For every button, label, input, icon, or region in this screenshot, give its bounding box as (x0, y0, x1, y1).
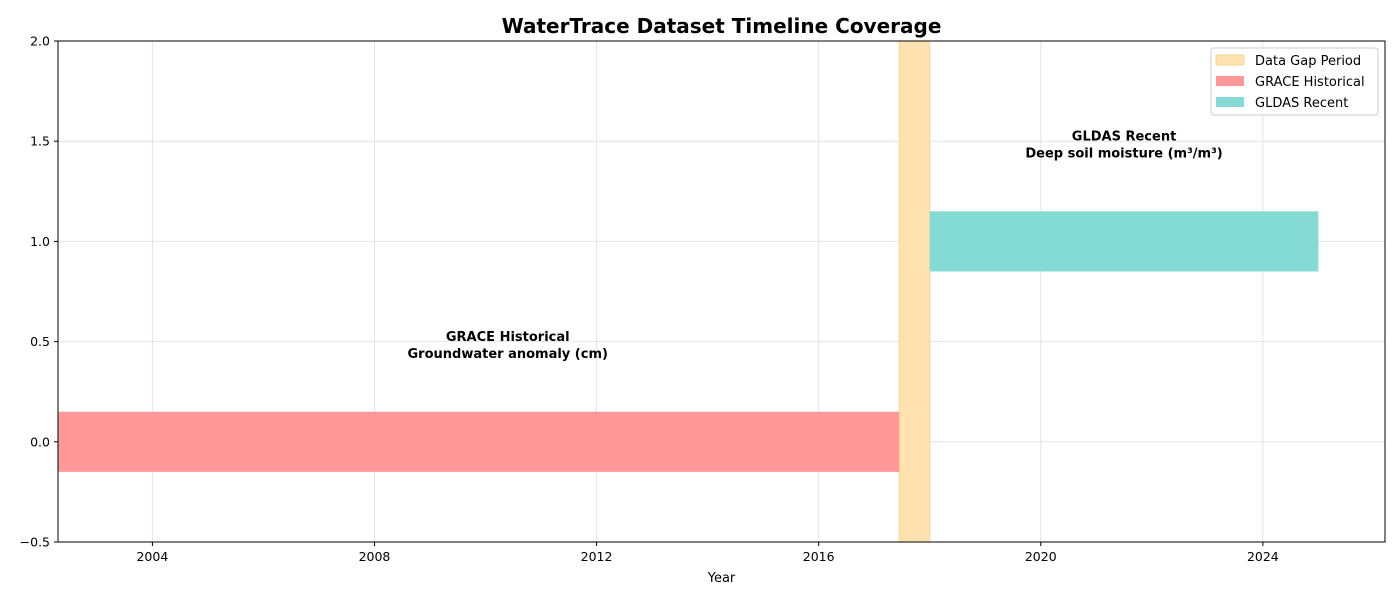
legend-swatch (1216, 97, 1244, 107)
bar-annotation-line: GLDAS Recent (1072, 130, 1177, 145)
bar-annotation-line: GRACE Historical (446, 330, 570, 345)
timeline-bar-gldas (929, 211, 1319, 272)
x-tick-label: 2020 (1025, 549, 1057, 564)
x-axis-label: Year (707, 571, 736, 586)
y-tick-label: 1.5 (30, 134, 50, 149)
x-tick-label: 2016 (803, 549, 835, 564)
x-tick-label: 2004 (136, 549, 168, 564)
legend-swatch (1216, 76, 1244, 86)
x-tick-label: 2012 (581, 549, 613, 564)
gap-period-band (898, 40, 931, 543)
legend: Data Gap Period GRACE Historical GLDAS Rec… (1210, 47, 1379, 116)
axis-ticks: 2004 2008 2012 2016 2020 2024 −0.5 0.0 0.5 1.0 1.5… (20, 34, 1279, 565)
x-tick-label: 2008 (359, 549, 391, 564)
plot-frame (57, 40, 1386, 543)
chart-title: WaterTrace Dataset Timeline Coverage (502, 14, 942, 38)
legend-swatch (1215, 54, 1245, 66)
bar-annotation-line: Groundwater anomaly (cm) (408, 347, 608, 362)
y-tick-label: −0.5 (20, 535, 50, 550)
bar-annotations: GRACE Historical Groundwater anomaly (cm)… (408, 130, 1223, 362)
bar-annotation-line: Deep soil moisture (m³/m³) (1025, 147, 1222, 162)
x-tick-label: 2024 (1247, 549, 1279, 564)
legend-entry-label: Data Gap Period (1255, 54, 1361, 69)
timeline-bars (58, 40, 1319, 543)
y-tick-label: 0.5 (30, 334, 50, 349)
y-tick-label: 0.0 (30, 434, 50, 449)
timeline-bar-grace (58, 411, 900, 472)
legend-entry-label: GRACE Historical (1255, 75, 1365, 90)
legend-entry-label: GLDAS Recent (1255, 96, 1348, 111)
y-tick-label: 2.0 (30, 34, 50, 49)
legend-box (1210, 47, 1379, 116)
y-tick-label: 1.0 (30, 234, 50, 249)
